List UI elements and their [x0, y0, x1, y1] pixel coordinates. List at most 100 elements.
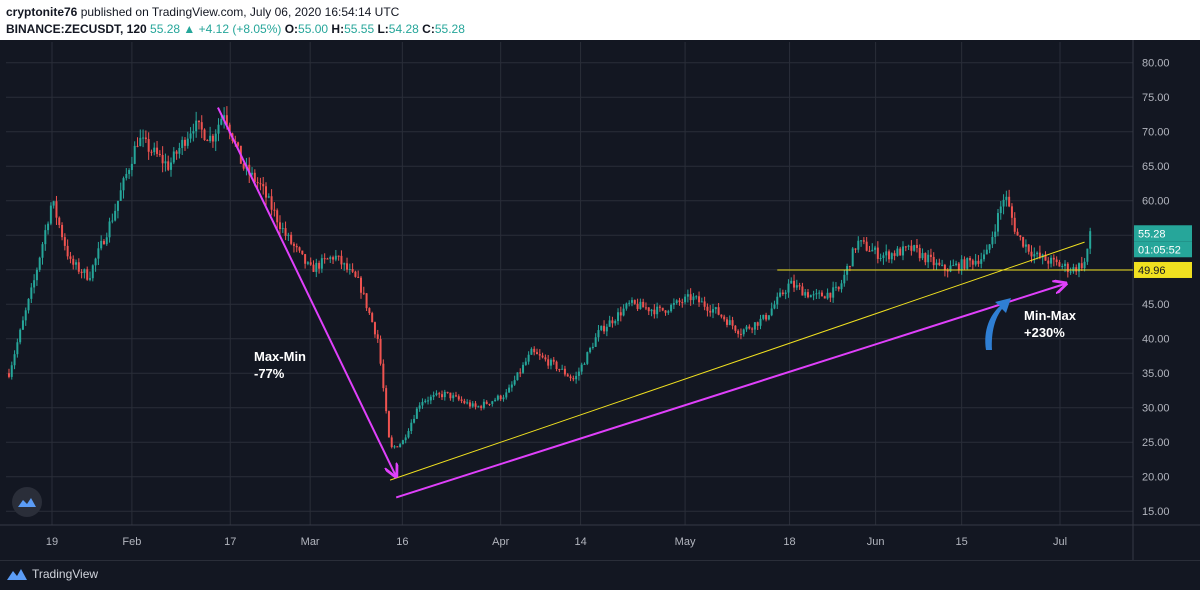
- candle-body: [223, 115, 226, 119]
- candle-body: [575, 375, 578, 380]
- candle-body: [1052, 257, 1055, 260]
- candle-body: [1047, 260, 1050, 264]
- y-tick-label: 35.00: [1142, 368, 1170, 380]
- candle-body: [153, 147, 156, 153]
- candle-body: [658, 306, 661, 308]
- candle-body: [270, 196, 273, 210]
- candle-body: [100, 240, 103, 249]
- y-tick-label: 15.00: [1142, 506, 1170, 518]
- low-value: 54.28: [388, 22, 419, 36]
- candle-body: [1055, 259, 1058, 263]
- candle-body: [66, 245, 69, 257]
- high-label: H:: [331, 22, 345, 36]
- tradingview-brand[interactable]: TradingView: [6, 567, 98, 581]
- candle-body: [304, 254, 307, 264]
- candle-body: [401, 440, 404, 445]
- candle-body: [178, 148, 181, 154]
- candle-body: [513, 380, 516, 385]
- candle-body: [834, 286, 837, 288]
- candle-body: [33, 280, 36, 288]
- candle-body: [698, 296, 701, 303]
- tradingview-corner-logo[interactable]: [12, 487, 42, 517]
- candle-body: [773, 304, 776, 309]
- candle-body: [410, 422, 413, 432]
- candle-body: [7, 373, 10, 377]
- candle-body: [52, 201, 55, 206]
- candle-body: [38, 257, 41, 270]
- candle-body: [549, 359, 552, 366]
- candle-body: [664, 310, 667, 313]
- candle-body: [541, 355, 544, 358]
- candle-body: [952, 265, 955, 267]
- tradingview-logo-icon: [7, 569, 27, 580]
- price-chart[interactable]: 15.0020.0025.0030.0035.0040.0045.0050.00…: [0, 40, 1200, 560]
- author-name[interactable]: cryptonite76: [6, 5, 78, 19]
- candle-body: [382, 363, 385, 389]
- x-tick-label: 18: [783, 536, 795, 548]
- candle-body: [1005, 196, 1008, 200]
- candle-body: [591, 346, 594, 349]
- chart-area[interactable]: 15.0020.0025.0030.0035.0040.0045.0050.00…: [0, 40, 1200, 560]
- candle-body: [871, 249, 874, 252]
- candle-body: [737, 330, 740, 334]
- candle-body: [108, 221, 111, 238]
- candle-body: [340, 255, 343, 265]
- brand-label: TradingView: [32, 567, 99, 581]
- candle-body: [759, 318, 762, 326]
- candle-body: [991, 236, 994, 245]
- candle-body: [812, 294, 815, 296]
- candle-body: [13, 354, 16, 366]
- candle-body: [907, 245, 910, 247]
- candle-body: [524, 361, 527, 365]
- candle-body: [672, 303, 675, 305]
- candle-body: [725, 319, 728, 325]
- candle-body: [385, 388, 388, 412]
- x-tick-label: 17: [224, 536, 236, 548]
- candle-body: [1019, 235, 1022, 238]
- candle-body: [519, 372, 522, 374]
- candle-body: [695, 296, 698, 298]
- candle-body: [748, 326, 751, 329]
- candle-body: [589, 348, 592, 353]
- candle-body: [767, 315, 770, 320]
- candle-body: [306, 262, 309, 264]
- candle-body: [144, 137, 147, 140]
- symbol-line: BINANCE:ZECUSDT, 120 55.28 ▲ +4.12 (+8.0…: [6, 22, 465, 36]
- candle-body: [804, 292, 807, 296]
- candle-body: [393, 446, 396, 448]
- candle-body: [1066, 263, 1069, 273]
- candle-body: [318, 262, 321, 269]
- candle-body: [890, 253, 893, 260]
- candle-body: [1050, 257, 1053, 264]
- candle-body: [536, 352, 539, 355]
- candle-body: [359, 277, 362, 293]
- candle-body: [1002, 199, 1005, 207]
- candle-body: [938, 262, 941, 265]
- candle-body: [843, 274, 846, 284]
- candle-body: [597, 330, 600, 338]
- candle-body: [857, 240, 860, 250]
- candle-body: [281, 228, 284, 230]
- candle-body: [600, 325, 603, 331]
- y-tick-label: 25.00: [1142, 437, 1170, 449]
- candle-body: [709, 310, 712, 313]
- close-value: 55.28: [434, 22, 465, 36]
- candle-body: [253, 172, 256, 183]
- candle-body: [544, 357, 547, 360]
- candle-body: [435, 393, 438, 396]
- chart-header: cryptonite76 published on TradingView.co…: [0, 0, 1200, 40]
- candle-body: [499, 395, 502, 400]
- candle-body: [941, 264, 944, 266]
- candle-body: [463, 400, 466, 404]
- candle-body: [924, 253, 927, 263]
- candle-body: [815, 293, 818, 295]
- candle-body: [901, 246, 904, 256]
- candle-body: [988, 244, 991, 250]
- candle-body: [1083, 261, 1086, 269]
- candle-body: [16, 342, 19, 355]
- candle-body: [770, 308, 773, 316]
- candle-body: [161, 155, 164, 164]
- candle-body: [337, 255, 340, 257]
- candle-body: [315, 262, 318, 272]
- candle-body: [326, 258, 329, 260]
